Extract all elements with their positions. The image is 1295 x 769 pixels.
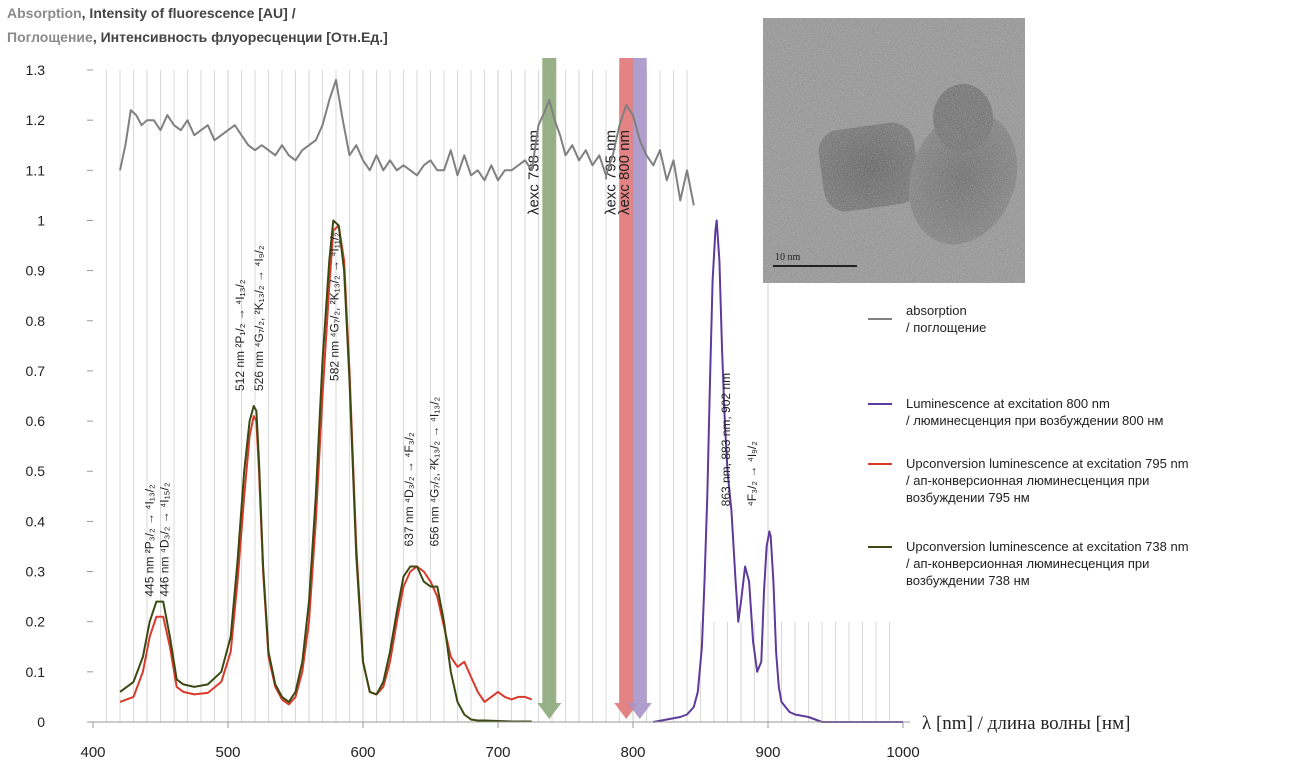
- transition-annotations: 445 nm ²P₃/₂ → ⁴I₁₃/₂ 446 nm ⁴D₃/₂ → ⁴I₁₅…: [143, 232, 759, 597]
- legend-swatch: [868, 463, 892, 465]
- chart-title-line1: Absorption, Intensity of fluorescence [A…: [7, 5, 296, 21]
- transition-label: 445 nm ²P₃/₂ → ⁴I₁₃/₂: [143, 484, 157, 597]
- transition-label: 863 nm, 883 nm, 902 nm: [719, 373, 733, 506]
- transition-label: 637 nm ⁴D₃/₂ → ⁴F₃/₂: [402, 432, 416, 546]
- y-tick-label: 1.2: [26, 112, 46, 128]
- y-tick-label: 0.2: [26, 614, 46, 630]
- y-tick-label: 0.5: [26, 463, 46, 479]
- x-tick-label: 800: [620, 744, 645, 761]
- x-axis: 400 500 600 700 800 900 1000: [80, 721, 920, 761]
- tem-micrograph-inset: 10 nm: [763, 18, 1025, 283]
- excitation-arrow-shaft: [619, 58, 634, 703]
- excitation-arrow-label: λexc 800 nm: [616, 130, 633, 215]
- y-tick-label: 0.3: [26, 564, 46, 580]
- legend-label: absorption / поглощение: [906, 302, 986, 336]
- legend-line: / ап-конверсионная люминесценция при: [906, 473, 1150, 488]
- legend-swatch: [868, 318, 892, 320]
- title-rest-ru: , Интенсивность флуоресценции [Отн.Ед.]: [92, 29, 388, 45]
- legend-label: Luminescence at excitation 800 nm / люми…: [906, 395, 1163, 429]
- y-tick-label: 0.9: [26, 263, 46, 279]
- chart-title-line2: Поглощение, Интенсивность флуоресценции …: [7, 29, 388, 45]
- series-lines: [119, 79, 903, 723]
- excitation-arrow-head: [537, 703, 562, 719]
- legend-swatch: [868, 403, 892, 405]
- legend-line: absorption: [906, 303, 967, 318]
- excitation-arrow-label: λexc 738 nm: [525, 130, 542, 215]
- x-tick-label: 1000: [886, 744, 919, 761]
- title-absorption-ru: Поглощение: [7, 29, 93, 45]
- series-line: [653, 219, 903, 723]
- series-line: [119, 79, 695, 206]
- transition-label: 446 nm ⁴D₃/₂ → ⁴I₁₅/₂: [158, 482, 172, 596]
- legend-line: / люминесценция при возбуждении 800 нм: [906, 413, 1164, 428]
- legend-line: / поглощение: [906, 320, 987, 335]
- title-absorption-en: Absorption: [7, 5, 82, 21]
- x-tick-label: 700: [485, 744, 510, 761]
- transition-label: 526 nm ⁴G₇/₂, ²K₁₃/₂ → ⁴I₉/₂: [252, 245, 266, 391]
- y-tick-label: 0.4: [26, 513, 46, 529]
- scale-bar: [773, 265, 857, 267]
- legend-line: / ап-конверсионная люминесценция при: [906, 556, 1150, 571]
- legend-label: Upconversion luminescence at excitation …: [906, 455, 1189, 506]
- x-tick-label: 400: [80, 744, 105, 761]
- y-tick-label: 1.1: [26, 162, 46, 178]
- y-tick-label: 1.3: [26, 62, 46, 78]
- tem-image: [763, 18, 1025, 283]
- y-tick-label: 0: [37, 714, 45, 730]
- legend-line: Upconversion luminescence at excitation …: [906, 456, 1189, 471]
- x-tick-label: 600: [350, 744, 375, 761]
- x-axis-label: λ [nm] / длина волны [нм]: [922, 713, 1130, 734]
- transition-label: 512 nm ²P₁/₂ → ⁴I₁₃/₂: [233, 279, 247, 391]
- transition-label: 656 nm ⁴G₇/₂, ²K₁₃/₂ → ⁴I₁₃/₂: [428, 396, 442, 546]
- x-tick-label: 500: [215, 744, 240, 761]
- excitation-arrow-label: λexc 795 nm: [602, 130, 619, 215]
- y-tick-label: 0.1: [26, 664, 46, 680]
- scale-bar-label: 10 nm: [775, 252, 801, 263]
- legend-swatch: [868, 546, 892, 548]
- y-axis: 0 0.1 0.2 0.3 0.4 0.5 0.6 0.7 0.8 0.9 1 1.1 1.2 1.3: [26, 62, 93, 730]
- y-tick-label: 1: [37, 212, 45, 228]
- vertical-gridlines: [106, 70, 890, 722]
- excitation-arrow-head: [627, 703, 652, 719]
- title-rest-en: , Intensity of fluorescence [AU] /: [81, 5, 296, 21]
- legend-label: Upconversion luminescence at excitation …: [906, 538, 1189, 589]
- series-line: [119, 219, 532, 723]
- x-tick-label: 900: [755, 744, 780, 761]
- transition-label: 582 nm ⁴G₇/₂, ²K₁₃/₂ → ⁴I₁₁/₂: [328, 232, 342, 381]
- legend-line: Luminescence at excitation 800 nm: [906, 396, 1110, 411]
- legend-line: возбуждении 738 нм: [906, 573, 1030, 588]
- y-tick-label: 0.6: [26, 413, 46, 429]
- y-tick-label: 0.7: [26, 363, 46, 379]
- excitation-arrow-shaft: [632, 58, 647, 703]
- transition-label: ⁴F₃/₂ → ⁴I₉/₂: [745, 441, 759, 507]
- excitation-arrow-shaft: [542, 58, 557, 703]
- legend-line: Upconversion luminescence at excitation …: [906, 539, 1189, 554]
- legend-line: возбуждении 795 нм: [906, 490, 1030, 505]
- y-tick-label: 0.8: [26, 313, 46, 329]
